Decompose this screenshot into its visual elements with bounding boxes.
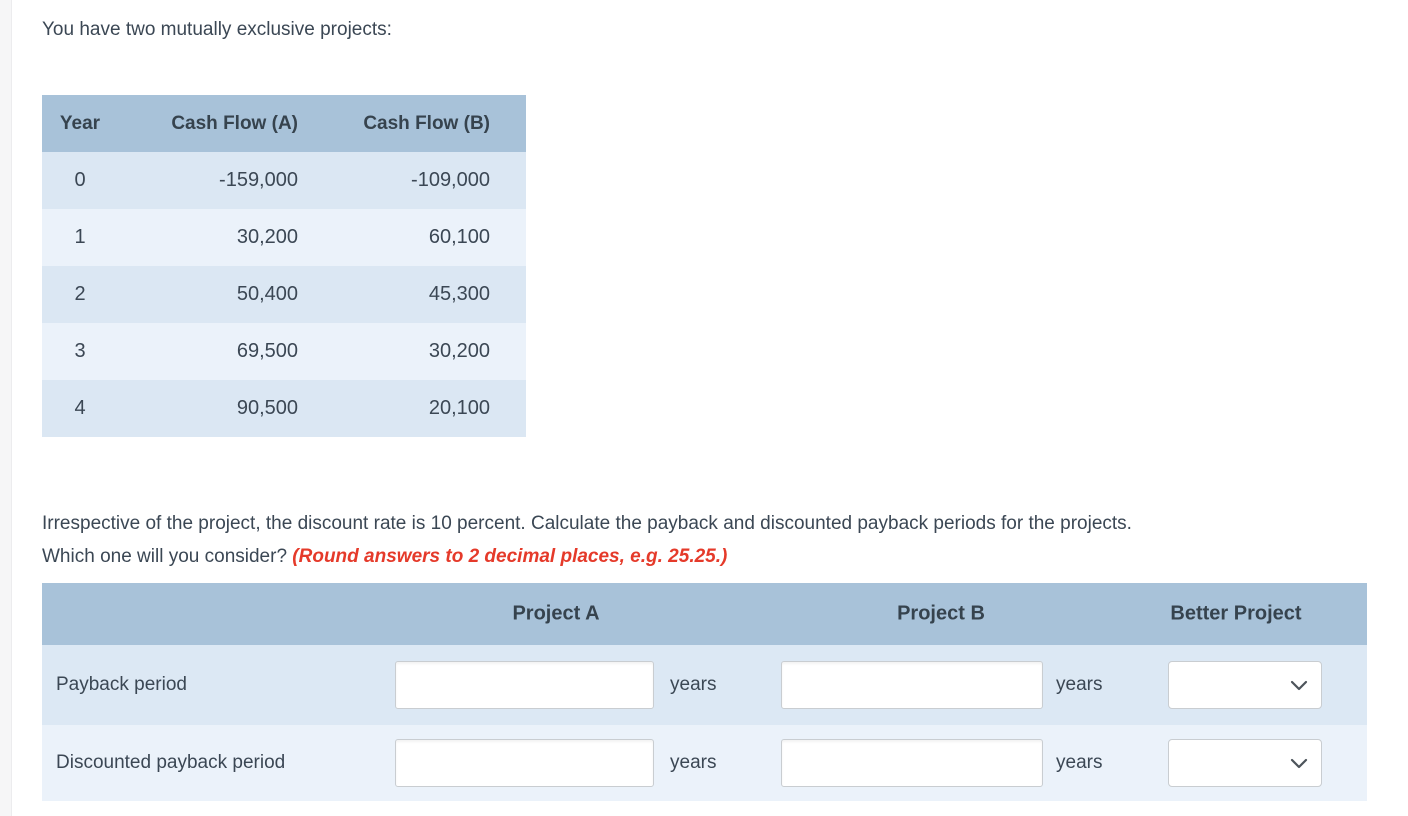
cashflow-b-cell: 45,300 [428,283,490,305]
discounted-payback-project-a-input[interactable] [395,739,654,787]
year-cell: 3 [74,340,86,362]
year-cell: 4 [74,397,86,419]
table-row: 2 50,400 45,300 [42,266,526,323]
cashflow-a-cell: 69,500 [236,340,298,362]
year-cell: 2 [74,283,86,305]
payback-years-label-a: years [670,674,717,695]
intro-text: You have two mutually exclusive projects… [42,19,392,40]
cashflow-table: Year Cash Flow (A) Cash Flow (B) 0 -159,… [42,95,526,437]
chevron-down-icon [1290,680,1308,691]
year-cell: 0 [74,169,86,191]
discounted-payback-project-b-input[interactable] [781,739,1043,787]
question-line-1: Irrespective of the project, the discoun… [42,513,1132,534]
table-row: 4 90,500 20,100 [42,380,526,437]
question-line-2: Which one will you consider? (Round answ… [42,540,1368,573]
question-text: Irrespective of the project, the discoun… [42,507,1368,573]
discounted-payback-period-row: Discounted payback period years years [42,725,1367,801]
cashflow-a-cell: 90,500 [236,397,298,419]
payback-project-a-input[interactable] [395,661,654,709]
cashflow-b-cell: -109,000 [411,169,490,191]
column-header-project-b: Project B [897,602,985,625]
column-header-cashflow-b: Cash Flow (B) [363,112,490,134]
column-header-year: Year [59,112,101,134]
answer-table-header: Project A Project B Better Project [42,583,1367,645]
cashflow-table-header: Year Cash Flow (A) Cash Flow (B) [42,95,526,152]
payback-better-project-select[interactable] [1168,661,1322,709]
table-row: 1 30,200 60,100 [42,209,526,266]
discounted-payback-better-project-select[interactable] [1168,739,1322,787]
payback-period-row: Payback period years years [42,645,1367,725]
table-row: 0 -159,000 -109,000 [42,152,526,209]
cashflow-b-cell: 20,100 [428,397,490,419]
payback-project-b-input[interactable] [781,661,1043,709]
payback-period-label: Payback period [56,674,187,695]
discounted-payback-years-label-b: years [1056,752,1103,773]
question-content: You have two mutually exclusive projects… [42,0,1368,801]
discounted-payback-years-label-a: years [670,752,717,773]
column-header-project-a: Project A [512,602,600,625]
column-header-better-project: Better Project [1170,602,1302,625]
column-header-cashflow-a: Cash Flow (A) [171,112,298,134]
cashflow-a-cell: 50,400 [236,283,298,305]
cashflow-b-cell: 30,200 [428,340,490,362]
year-cell: 1 [74,226,86,248]
cashflow-a-cell: 30,200 [236,226,298,248]
cashflow-b-cell: 60,100 [428,226,490,248]
discounted-payback-period-label: Discounted payback period [56,752,286,773]
page-left-gutter [0,0,12,816]
rounding-instruction: (Round answers to 2 decimal places, e.g.… [292,546,728,567]
chevron-down-icon [1290,758,1308,769]
cashflow-a-cell: -159,000 [219,169,298,191]
question-line-2-text: Which one will you consider? [42,546,288,567]
payback-years-label-b: years [1056,674,1103,695]
answer-table: Project A Project B Better Project Payba… [42,583,1367,801]
table-row: 3 69,500 30,200 [42,323,526,380]
